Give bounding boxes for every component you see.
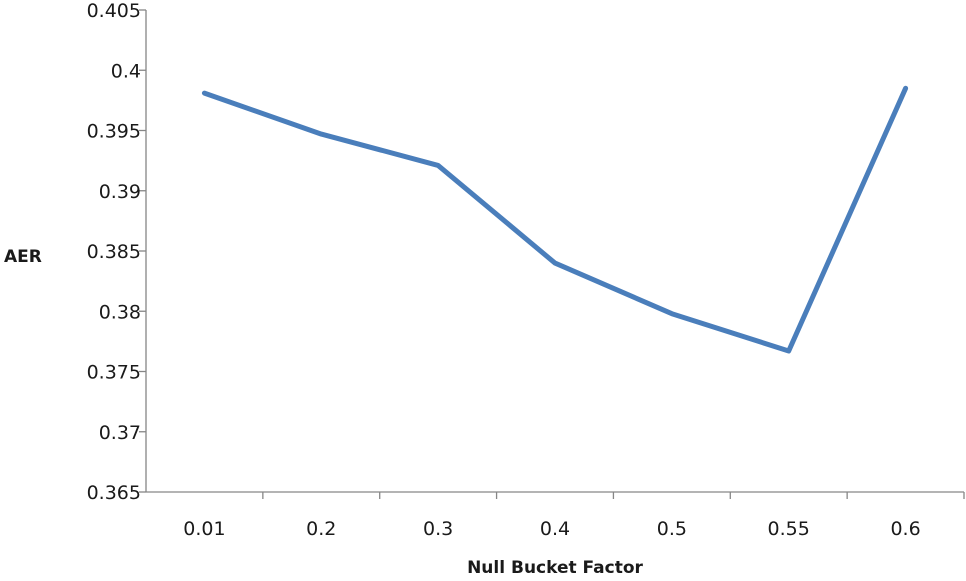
- x-tick-label: 0.3: [423, 518, 453, 540]
- x-tick-label: 0.55: [768, 518, 810, 540]
- x-axis-ticks: 0.01 0.2 0.3 0.4 0.5 0.55 0.6: [183, 492, 965, 540]
- x-axis-title: Null Bucket Factor: [467, 558, 643, 578]
- y-tick-label: 0.375: [87, 362, 141, 384]
- y-tick-label: 0.385: [87, 241, 141, 263]
- x-tick-label: 0.4: [540, 518, 570, 540]
- series-group: [201, 85, 909, 354]
- y-tick-label: 0.37: [99, 422, 141, 444]
- y-tick-label: 0.38: [99, 301, 141, 323]
- series-line: [201, 85, 909, 354]
- x-tick-label: 0.01: [183, 518, 225, 540]
- x-tick-label: 0.2: [306, 518, 336, 540]
- y-tick-label: 0.4: [111, 60, 141, 82]
- y-tick-label: 0.395: [87, 121, 141, 143]
- y-axis-ticks: 0.365 0.37 0.375 0.38 0.385 0.39 0.395 0.4 0.405: [87, 0, 146, 504]
- y-tick-label: 0.365: [87, 482, 141, 504]
- x-tick-label: 0.6: [890, 518, 920, 540]
- y-tick-label: 0.39: [99, 181, 141, 203]
- x-tick-label: 0.5: [657, 518, 687, 540]
- y-axis-title: AER: [4, 247, 42, 267]
- y-tick-label: 0.405: [87, 0, 141, 22]
